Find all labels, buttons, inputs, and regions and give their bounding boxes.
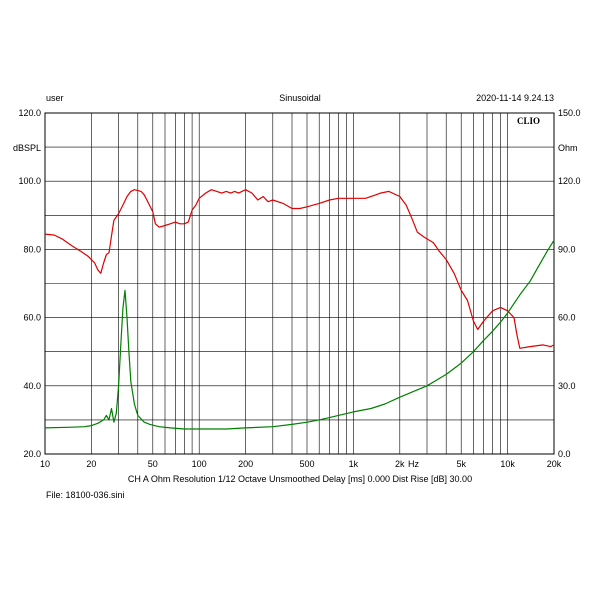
left-tick-label: 100.0 — [18, 176, 41, 186]
header-timestamp: 2020-11-14 9.24.13 — [476, 93, 554, 103]
right-tick-label: 90.0 — [558, 244, 576, 254]
header-user: user — [46, 93, 64, 103]
clio-logo: CLIO — [517, 116, 540, 126]
x-tick-label: 20k — [547, 459, 562, 469]
x-tick-label: 500 — [299, 459, 314, 469]
left-tick-labels: 120.0 100.0 80.0 60.0 40.0 20.0 — [18, 108, 41, 459]
impedance-curve — [44, 239, 555, 430]
x-tick-label: 10 — [40, 459, 50, 469]
x-axis-unit: Hz — [408, 459, 419, 469]
right-tick-label: 150.0 — [558, 108, 581, 118]
right-tick-label: 120.0 — [558, 176, 581, 186]
left-tick-label: 20.0 — [23, 449, 41, 459]
right-tick-labels: 150.0 120.0 90.0 60.0 30.0 0.0 — [558, 108, 581, 459]
left-tick-label: 40.0 — [23, 381, 41, 391]
right-tick-label: 0.0 — [558, 449, 571, 459]
settings-line: CH A Ohm Resolution 1/12 Octave Unsmooth… — [128, 474, 472, 484]
x-tick-labels: 10 20 50 100 200 500 1k 2k 5k 10k 20k — [40, 459, 562, 469]
right-axis-label: Ohm — [558, 143, 578, 153]
x-tick-label: 2k — [395, 459, 405, 469]
x-tick-label: 1k — [349, 459, 359, 469]
left-axis-label: dBSPL — [13, 143, 41, 153]
x-tick-label: 200 — [238, 459, 253, 469]
right-tick-label: 60.0 — [558, 313, 576, 323]
x-tick-label: 100 — [192, 459, 207, 469]
right-tick-label: 30.0 — [558, 381, 576, 391]
left-tick-label: 60.0 — [23, 313, 41, 323]
x-tick-label: 20 — [86, 459, 96, 469]
x-tick-label: 10k — [500, 459, 515, 469]
curves — [44, 189, 555, 430]
file-name: File: 18100-036.sini — [46, 490, 125, 500]
left-tick-label: 80.0 — [23, 244, 41, 254]
header-title: Sinusoidal — [279, 93, 321, 103]
x-tick-label: 5k — [456, 459, 466, 469]
x-tick-label: 50 — [148, 459, 158, 469]
left-tick-label: 120.0 — [18, 108, 41, 118]
horizontal-grid — [45, 146, 554, 421]
spl-curve — [44, 189, 555, 349]
